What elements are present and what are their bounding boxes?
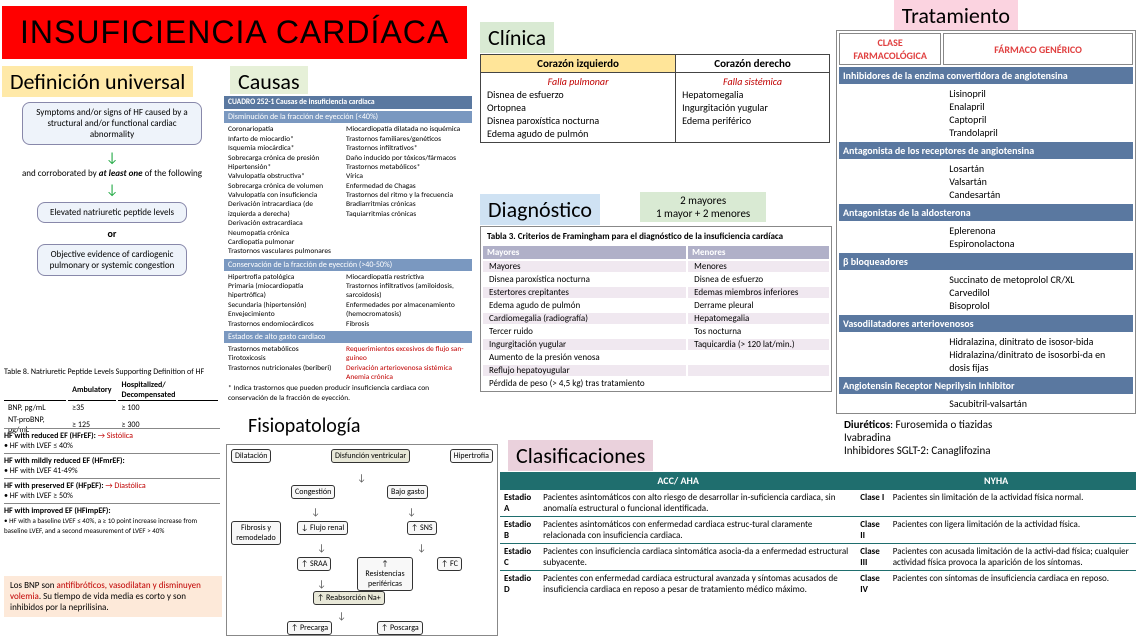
section-causas: Causas xyxy=(230,66,308,97)
clinica-table: Corazón izquierdoCorazón derecho Falla p… xyxy=(480,54,830,143)
arrow-down-icon: ↓ xyxy=(12,149,212,166)
group-aldo: Antagonistas de la aldosterona xyxy=(839,204,1133,221)
clasificaciones-table: ACC/ AHANYHA Estadio APacientes asintomá… xyxy=(500,472,1136,597)
fbox-cong: Congestión xyxy=(291,485,335,499)
nat-title: Table 8. Natriuretic Peptide Levels Supp… xyxy=(4,366,218,378)
bb-items: Succinato de metoprolol CR/XL Carvedilol… xyxy=(943,272,1133,313)
fbox-bajo: Bajo gasto xyxy=(387,485,428,499)
fbox-disf: Disfunción ventricular xyxy=(331,449,410,463)
vaso-items: Hidralazina, dinitrato de isosor-bida Hi… xyxy=(943,334,1133,375)
causas-col2a: Hipertrofia patológica Primaria (miocard… xyxy=(224,273,340,329)
arrow-down-icon: ↓ xyxy=(12,181,212,198)
fbox-poscarga: ↑ Poscarga xyxy=(377,621,423,635)
fbox-fib: Fibrosis y remodelado xyxy=(231,521,281,545)
causas-col2b: Miocardiopatía restrictiva Trastornos in… xyxy=(342,273,472,329)
th-nyha: NYHA xyxy=(856,472,1136,490)
ieca-items: Lisinopril Enalapril Captopril Trandolap… xyxy=(943,86,1133,140)
ara-items: Losartán Valsartán Candesartán xyxy=(943,161,1133,202)
or-label: or xyxy=(12,227,212,240)
th-mayores: Mayores xyxy=(483,246,686,259)
th-clase: CLASE FARMACOLÓGICA xyxy=(839,33,941,65)
causas-footnote: * Indica trastornos que pueden producir … xyxy=(224,384,472,403)
diureticos-note: Diuréticos: Furosemida o tiazidas Ivabra… xyxy=(844,418,1134,457)
th-menores: Menores xyxy=(688,246,829,259)
causas-sub2: Conservación de la fracción de eyección … xyxy=(224,259,472,271)
bnp-note: Los BNP son antifibróticos, vasodilatan … xyxy=(4,576,222,617)
th-farmaco: FÁRMACO GENÉRICO xyxy=(943,33,1133,65)
section-clasif: Clasificaciones xyxy=(508,440,653,471)
natriuretic-table: Table 8. Natriuretic Peptide Levels Supp… xyxy=(2,364,220,437)
clinica-right: Falla sistémicaHepatomegalia Ingurgitaci… xyxy=(676,73,830,143)
fbox-renal: ↓ Flujo renal xyxy=(297,521,348,535)
fbox-sns: ↑ SNS xyxy=(407,521,437,535)
causas-table: CUADRO 252-1 Causas de insuficiencia car… xyxy=(222,94,474,405)
th-izquierdo: Corazón izquierdo xyxy=(481,55,676,73)
group-bb: β bloqueadores xyxy=(839,253,1133,270)
fbox-resist: ↑ Resistencias periféricas xyxy=(357,557,413,591)
section-definicion: Definición universal xyxy=(2,66,193,97)
causas-col1a: Coronariopatía Infarto de miocardio* Isq… xyxy=(224,125,340,256)
diag-criteria: 2 mayores 1 mayor + 2 menores xyxy=(640,192,766,222)
group-arni: Angiotensin Receptor Neprilysin Inhibito… xyxy=(839,377,1133,394)
diag-title: Tabla 3. Criterios de Framingham para el… xyxy=(483,229,829,244)
tratamiento-table: CLASE FARMACOLÓGICAFÁRMACO GENÉRICO Inhi… xyxy=(836,30,1136,414)
section-diagnostico: Diagnóstico xyxy=(480,194,600,225)
def-box-2: Elevated natriuretic peptide levels xyxy=(37,202,187,223)
th-derecho: Corazón derecho xyxy=(676,55,830,73)
fbox-hiper: Hipertrofia xyxy=(450,449,493,463)
group-vaso: Vasodilatadores arteriovenosos xyxy=(839,315,1133,332)
fbox-dilat: Dilatación xyxy=(231,449,271,463)
causas-sub3: Estados de alto gasto cardiaco xyxy=(224,331,472,343)
causas-col3b: Requerimientos excesivos de flujo san-gu… xyxy=(342,345,472,383)
clinica-left: Falla pulmonarDisnea de esfuerzo Ortopne… xyxy=(481,73,676,143)
arni-items: Sacubitril-valsartán xyxy=(943,396,1133,411)
corrob-text: and corroborated by at least one of the … xyxy=(12,168,212,179)
fbox-reab: ↑ Reabsorción Na+ xyxy=(313,591,385,605)
definicion-flowchart: Symptoms and/or signs of HF caused by a … xyxy=(12,98,212,280)
def-box-3: Objective evidence of cardiogenic pulmon… xyxy=(37,244,187,276)
fbox-sraa: ↑ SRAA xyxy=(297,557,331,571)
hf-types-list: HF with reduced EF (HFrEF): → Sistólica•… xyxy=(4,428,220,538)
def-box-1: Symptoms and/or signs of HF caused by a … xyxy=(22,102,202,145)
fisio-diagram: Dilatación Hipertrofia Disfunción ventri… xyxy=(226,444,498,636)
causas-col3a: Trastornos metabólicos Tirotoxicosis Tra… xyxy=(224,345,340,383)
th-acc: ACC/ AHA xyxy=(500,472,856,490)
fbox-precarga: ↑ Precarga xyxy=(287,621,332,635)
diag-table: Tabla 3. Criterios de Framingham para el… xyxy=(480,226,832,392)
group-ara: Antagonista de los receptores de angiote… xyxy=(839,142,1133,159)
causas-sub1: Disminución de la fracción de eyección (… xyxy=(224,111,472,123)
group-ieca: Inhibidores de la enzima convertidora de… xyxy=(839,67,1133,84)
section-clinica: Clínica xyxy=(480,22,554,53)
page-title: INSUFICIENCIA CARDÍACA xyxy=(2,6,467,59)
aldo-items: Eplerenona Espironolactona xyxy=(943,223,1133,251)
section-fisio: Fisiopatología xyxy=(240,412,368,440)
fbox-fc: ↑ FC xyxy=(437,557,462,571)
causas-title: CUADRO 252-1 Causas de insuficiencia car… xyxy=(224,96,472,109)
section-tratamiento: Tratamiento xyxy=(894,0,1018,31)
causas-col1b: Miocardiopatía dilatada no isquémica Tra… xyxy=(342,125,472,256)
